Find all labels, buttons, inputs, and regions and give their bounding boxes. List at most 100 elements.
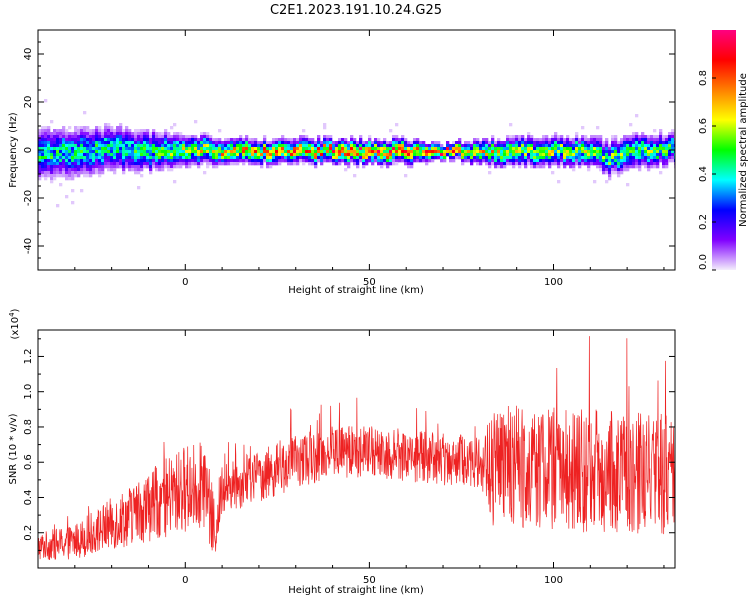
heatmap-cell — [299, 144, 303, 148]
heatmap-cell — [632, 144, 636, 148]
heatmap-cell — [173, 156, 177, 160]
heatmap-cell — [233, 144, 237, 148]
heatmap-cell — [506, 144, 510, 148]
heatmap-cell — [617, 150, 621, 154]
heatmap-cell — [314, 144, 318, 148]
heatmap-cell — [344, 153, 348, 157]
heatmap-cell — [356, 153, 360, 157]
heatmap-cell — [101, 129, 105, 133]
heatmap-cell — [491, 153, 495, 157]
heatmap-cell — [104, 123, 108, 127]
heatmap-cell — [533, 147, 537, 151]
heatmap-cell — [263, 144, 267, 148]
heatmap-cell — [479, 153, 483, 157]
heatmap-cell — [440, 147, 444, 151]
heatmap-cell — [74, 153, 78, 157]
heatmap-cell — [368, 156, 372, 160]
heatmap-cell — [533, 156, 537, 160]
heatmap-cell — [482, 156, 486, 160]
heatmap-cell — [47, 141, 51, 145]
heatmap-cell — [458, 141, 462, 145]
heatmap-cell — [68, 168, 72, 172]
heatmap-cell — [491, 159, 495, 163]
heatmap-cell — [53, 138, 57, 142]
heatmap-cell — [140, 135, 144, 139]
heatmap-cell — [263, 153, 267, 157]
heatmap-cell — [470, 156, 474, 160]
heatmap-cell — [155, 168, 159, 172]
heatmap-cell — [419, 156, 423, 160]
heatmap-cell — [551, 141, 555, 145]
heatmap-cell — [92, 165, 96, 169]
heatmap-cell — [161, 168, 165, 172]
heatmap-cell — [602, 147, 606, 151]
heatmap-cell — [401, 141, 405, 145]
heatmap-cell — [494, 162, 498, 166]
heatmap-cell — [50, 153, 54, 157]
heatmap-cell — [557, 180, 561, 184]
heatmap-cell — [551, 153, 555, 157]
heatmap-cell — [431, 159, 435, 163]
heatmap-cell — [314, 150, 318, 154]
heatmap-cell — [638, 135, 642, 139]
heatmap-cell — [593, 144, 597, 148]
heatmap-cell — [353, 153, 357, 157]
heatmap-cell — [83, 153, 87, 157]
heatmap-cell — [383, 150, 387, 154]
heatmap-cell — [404, 162, 408, 166]
heatmap-cell — [521, 159, 525, 163]
heatmap-cell — [182, 144, 186, 148]
heatmap-cell — [617, 156, 621, 160]
heatmap-cell — [341, 138, 345, 142]
heatmap-cell — [173, 147, 177, 151]
heatmap-cell — [410, 153, 414, 157]
heatmap-cell — [179, 141, 183, 145]
heatmap-cell — [230, 156, 234, 160]
heatmap-cell — [203, 135, 207, 139]
heatmap-cell — [560, 144, 564, 148]
heatmap-cell — [92, 135, 96, 139]
heatmap-cell — [167, 144, 171, 148]
heatmap-cell — [476, 144, 480, 148]
heatmap-cell — [53, 144, 57, 148]
heatmap-cell — [146, 147, 150, 151]
heatmap-cell — [386, 159, 390, 163]
heatmap-cell — [179, 153, 183, 157]
heatmap-cell — [518, 165, 522, 169]
heatmap-cell — [641, 147, 645, 151]
heatmap-cell — [278, 156, 282, 160]
heatmap-cell — [407, 159, 411, 163]
heatmap-cell — [257, 150, 261, 154]
heatmap-cell — [512, 144, 516, 148]
heatmap-cell — [98, 126, 102, 130]
heatmap-cell — [161, 132, 165, 136]
heatmap-cell — [242, 156, 246, 160]
heatmap-cell — [389, 159, 393, 163]
heatmap-cell — [122, 159, 126, 163]
colorbar-tick-label: 0.2 — [698, 214, 709, 230]
heatmap-cell — [206, 135, 210, 139]
heatmap-cell — [221, 156, 225, 160]
heatmap-cell — [575, 153, 579, 157]
heatmap-cell — [74, 141, 78, 145]
heatmap-cell — [242, 147, 246, 151]
snr-y-tick-label: 0.2 — [23, 525, 34, 541]
heatmap-cell — [125, 141, 129, 145]
heatmap-cell — [605, 162, 609, 166]
heatmap-cell — [512, 147, 516, 151]
heatmap-y-tick-label: 40 — [23, 48, 34, 61]
heatmap-cell — [107, 129, 111, 133]
heatmap-cell — [236, 147, 240, 151]
heatmap-cell — [113, 171, 117, 175]
heatmap-cell — [188, 165, 192, 169]
heatmap-cell — [611, 150, 615, 154]
heatmap-cell — [536, 159, 540, 163]
heatmap-cell — [38, 159, 42, 163]
heatmap-cell — [122, 153, 126, 157]
heatmap-cell — [149, 162, 153, 166]
heatmap-cell — [311, 156, 315, 160]
heatmap-cell — [674, 162, 675, 166]
heatmap-cell — [206, 132, 210, 136]
heatmap-cell — [623, 165, 627, 169]
heatmap-cell — [197, 150, 201, 154]
